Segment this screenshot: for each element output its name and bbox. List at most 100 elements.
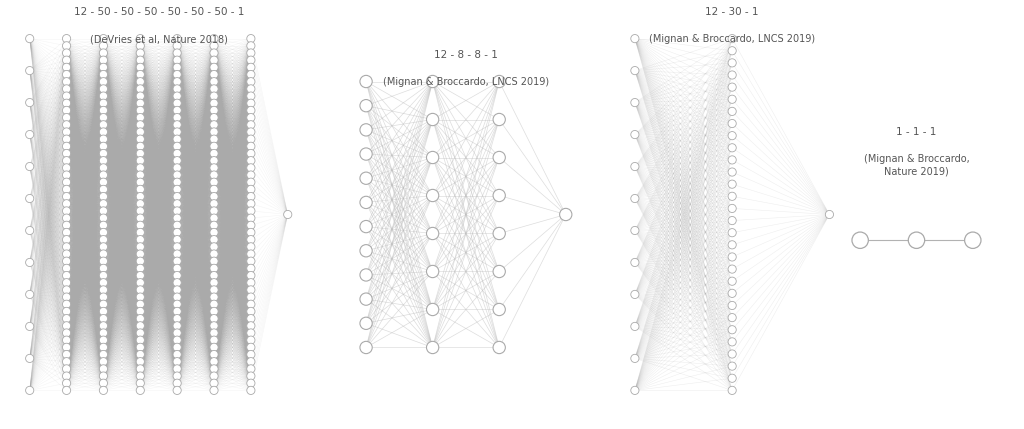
Ellipse shape — [247, 257, 255, 265]
Ellipse shape — [728, 253, 736, 261]
Ellipse shape — [99, 300, 108, 308]
Ellipse shape — [284, 210, 292, 219]
Ellipse shape — [247, 135, 255, 143]
Ellipse shape — [26, 163, 34, 171]
Ellipse shape — [62, 228, 71, 236]
Ellipse shape — [631, 290, 639, 299]
Ellipse shape — [99, 199, 108, 208]
Ellipse shape — [173, 99, 181, 107]
Ellipse shape — [62, 185, 71, 193]
Ellipse shape — [62, 63, 71, 71]
Ellipse shape — [99, 70, 108, 79]
Ellipse shape — [427, 113, 439, 126]
Ellipse shape — [494, 341, 506, 353]
Ellipse shape — [173, 199, 181, 208]
Ellipse shape — [136, 307, 144, 315]
Ellipse shape — [360, 293, 373, 305]
Ellipse shape — [173, 56, 181, 64]
Ellipse shape — [247, 314, 255, 323]
Ellipse shape — [136, 300, 144, 308]
Ellipse shape — [247, 307, 255, 315]
Ellipse shape — [173, 358, 181, 366]
Ellipse shape — [62, 142, 71, 151]
Ellipse shape — [631, 227, 639, 235]
Ellipse shape — [728, 374, 736, 382]
Ellipse shape — [99, 365, 108, 373]
Ellipse shape — [62, 221, 71, 230]
Ellipse shape — [247, 221, 255, 230]
Ellipse shape — [852, 232, 868, 248]
Ellipse shape — [360, 221, 373, 233]
Ellipse shape — [210, 92, 218, 100]
Ellipse shape — [173, 228, 181, 236]
Ellipse shape — [136, 272, 144, 280]
Ellipse shape — [173, 236, 181, 244]
Ellipse shape — [99, 193, 108, 201]
Text: (Mignan & Broccardo, LNCS 2019): (Mignan & Broccardo, LNCS 2019) — [649, 34, 815, 44]
Ellipse shape — [173, 42, 181, 50]
Ellipse shape — [173, 106, 181, 115]
Ellipse shape — [728, 204, 736, 212]
Ellipse shape — [62, 329, 71, 337]
Ellipse shape — [360, 196, 373, 208]
Ellipse shape — [99, 106, 108, 115]
Ellipse shape — [173, 164, 181, 172]
Ellipse shape — [728, 168, 736, 176]
Ellipse shape — [173, 70, 181, 79]
Ellipse shape — [26, 66, 34, 75]
Ellipse shape — [136, 314, 144, 323]
Ellipse shape — [62, 322, 71, 330]
Ellipse shape — [62, 343, 71, 351]
Ellipse shape — [173, 85, 181, 93]
Ellipse shape — [210, 157, 218, 165]
Ellipse shape — [728, 289, 736, 297]
Ellipse shape — [210, 185, 218, 193]
Ellipse shape — [136, 343, 144, 351]
Ellipse shape — [360, 76, 373, 88]
Ellipse shape — [210, 128, 218, 136]
Ellipse shape — [247, 106, 255, 115]
Ellipse shape — [247, 272, 255, 280]
Ellipse shape — [728, 192, 736, 200]
Ellipse shape — [99, 185, 108, 193]
Ellipse shape — [26, 34, 34, 43]
Text: (DeVries et al, Nature 2018): (DeVries et al, Nature 2018) — [90, 34, 227, 44]
Ellipse shape — [247, 92, 255, 100]
Ellipse shape — [99, 42, 108, 50]
Ellipse shape — [247, 386, 255, 395]
Ellipse shape — [210, 42, 218, 50]
Ellipse shape — [62, 314, 71, 323]
Ellipse shape — [247, 322, 255, 330]
Ellipse shape — [247, 286, 255, 294]
Ellipse shape — [173, 379, 181, 387]
Ellipse shape — [247, 379, 255, 387]
Ellipse shape — [247, 78, 255, 86]
Ellipse shape — [247, 193, 255, 201]
Ellipse shape — [728, 241, 736, 249]
Ellipse shape — [136, 243, 144, 251]
Ellipse shape — [728, 217, 736, 225]
Ellipse shape — [62, 56, 71, 64]
Ellipse shape — [99, 164, 108, 172]
Ellipse shape — [62, 236, 71, 244]
Ellipse shape — [728, 350, 736, 358]
Ellipse shape — [210, 149, 218, 157]
Ellipse shape — [173, 329, 181, 337]
Ellipse shape — [173, 322, 181, 330]
Ellipse shape — [210, 142, 218, 151]
Ellipse shape — [99, 322, 108, 330]
Ellipse shape — [136, 106, 144, 115]
Ellipse shape — [173, 92, 181, 100]
Ellipse shape — [136, 386, 144, 395]
Ellipse shape — [136, 63, 144, 71]
Ellipse shape — [99, 329, 108, 337]
Ellipse shape — [62, 350, 71, 359]
Ellipse shape — [427, 266, 439, 278]
Ellipse shape — [210, 85, 218, 93]
Ellipse shape — [173, 272, 181, 280]
Ellipse shape — [728, 95, 736, 103]
Ellipse shape — [62, 250, 71, 258]
Ellipse shape — [247, 149, 255, 157]
Ellipse shape — [173, 343, 181, 351]
Ellipse shape — [99, 293, 108, 301]
